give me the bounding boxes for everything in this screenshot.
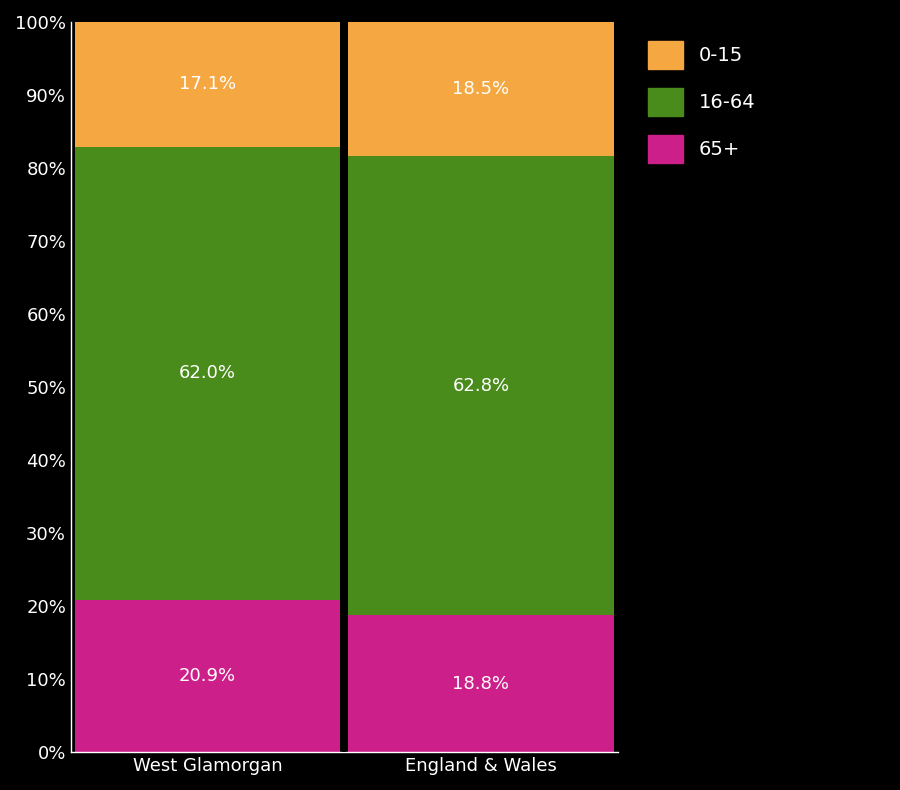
Text: 17.1%: 17.1% <box>179 75 236 93</box>
Bar <box>348 156 614 615</box>
Text: 18.5%: 18.5% <box>453 80 509 98</box>
Text: 18.8%: 18.8% <box>453 675 509 693</box>
Bar <box>348 21 614 156</box>
Legend: 0-15, 16-64, 65+: 0-15, 16-64, 65+ <box>638 32 765 172</box>
Bar <box>348 615 614 752</box>
Bar <box>75 147 340 600</box>
Bar <box>75 600 340 752</box>
Text: 62.8%: 62.8% <box>453 377 509 395</box>
Text: 20.9%: 20.9% <box>179 667 236 685</box>
Bar <box>75 22 340 147</box>
Text: 62.0%: 62.0% <box>179 364 236 382</box>
